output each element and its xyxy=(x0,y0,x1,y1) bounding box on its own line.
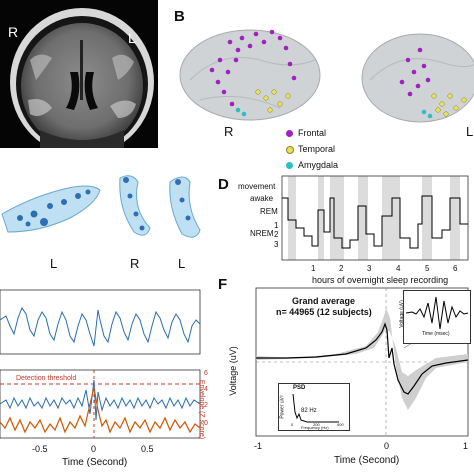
panel-e-x-tick-zero: 0 xyxy=(91,444,97,454)
panel-f-title-line2: n= 44965 (12 subjects) xyxy=(276,307,372,317)
envelope-right-axis-label: Envelope (Z score) xyxy=(198,379,206,440)
hypnogram-xlabel: hours of overnight sleep recording xyxy=(312,275,449,285)
inset-psd-peak-label: 82 Hz xyxy=(301,408,317,414)
panel-f-xlabel: Time (Second) xyxy=(334,455,400,466)
temporal-electrodes xyxy=(255,89,467,117)
panel-e-x-tick-minus-half: -0.5 xyxy=(32,444,48,454)
inset-psd-title: PSD xyxy=(293,385,306,391)
hypnogram-x-tick-2: 2 xyxy=(339,264,344,273)
detection-threshold-label: Detection threshold xyxy=(16,375,77,382)
panel-c-structures xyxy=(1,175,201,238)
stage-number-3: 3 xyxy=(274,240,279,249)
hypnogram-x-tick-5: 5 xyxy=(425,264,430,273)
panel-d-label: D xyxy=(218,176,229,193)
inset-psd-tick-400: 400 xyxy=(337,422,344,427)
panel-c-label-right: R xyxy=(130,256,140,271)
panel-c-label-left-2: L xyxy=(178,256,186,271)
panel-f-title-line1: Grand average xyxy=(292,296,356,306)
panel-c-label-left-1: L xyxy=(50,256,58,271)
legend-label-amygdala: Amygdala xyxy=(298,160,339,170)
panel-f-x-tick-1: 1 xyxy=(463,441,469,451)
inset-ripple-xlabel: Time (msec) xyxy=(422,331,450,337)
hypnogram-x-tick-6: 6 xyxy=(453,264,458,273)
inset-psd-ylabel: Power uV² xyxy=(279,395,286,419)
hypnogram-x-tick-3: 3 xyxy=(367,264,372,273)
stage-number-2: 2 xyxy=(274,230,279,239)
panel-b-label: B xyxy=(174,8,185,25)
hypnogram-x-tick-4: 4 xyxy=(396,264,401,273)
legend-label-temporal: Temporal xyxy=(298,144,336,154)
stage-label-rem: REM xyxy=(260,207,278,216)
panel-b-brains xyxy=(179,29,474,123)
inset-ripple-trace xyxy=(405,296,469,330)
panel-a-mri-image: R L xyxy=(0,0,158,148)
stage-number-1: 1 xyxy=(274,221,279,230)
legend-marker-frontal xyxy=(286,130,293,137)
envelope-tick-4: 4 xyxy=(204,386,208,393)
envelope-tick-6: 6 xyxy=(204,370,208,377)
legend-marker-amygdala xyxy=(286,162,293,169)
panel-b-right-brain-label: R xyxy=(224,124,234,139)
panel-f-x-tick-0: 0 xyxy=(384,441,390,451)
amygdala-electrodes xyxy=(235,107,433,119)
panel-e-xlabel: Time (Second) xyxy=(62,457,128,468)
inset-psd-xlabel: Frequency (Hz) xyxy=(301,425,329,430)
envelope-tick-2: 2 xyxy=(204,402,208,409)
panel-f-label: F xyxy=(218,276,228,293)
mri-label-right-hemisphere: R xyxy=(8,24,19,40)
panel-f-ylabel: Voltage (uV) xyxy=(227,346,238,396)
panel-f-x-tick-minus-1: -1 xyxy=(254,441,263,451)
inset-psd-curve xyxy=(292,393,339,423)
panel-e-raw-trace xyxy=(0,289,201,355)
inset-psd-tick-200: 200 xyxy=(313,422,320,427)
inset-ripple-ylabel: Voltage (uV) xyxy=(398,300,405,328)
legend-marker-temporal xyxy=(286,146,294,154)
panel-b-left-brain-label: L xyxy=(466,124,474,139)
hypnogram-x-tick-1: 1 xyxy=(311,264,316,273)
hypnogram-plot xyxy=(281,175,469,261)
envelope-tick-0: 0 xyxy=(204,420,208,427)
inset-ripple-waveform: Time (msec) Voltage (uV) xyxy=(399,290,471,344)
panel-e-envelope-plot xyxy=(0,369,201,439)
stage-label-movement: movement xyxy=(238,182,276,191)
inset-psd-tick-0: 0 xyxy=(291,422,294,427)
frontal-electrodes xyxy=(209,29,431,107)
inset-psd: PSD 82 Hz Power uV² 0 200 400 Frequency … xyxy=(278,383,350,431)
stage-label-awake: awake xyxy=(250,194,274,203)
stage-label-nrem: NREM xyxy=(250,229,274,238)
mri-label-left-hemisphere: L xyxy=(128,30,136,46)
legend-label-frontal: Frontal xyxy=(298,128,327,138)
mri-drawing xyxy=(10,8,154,148)
panel-e-x-tick-half: 0.5 xyxy=(141,444,154,454)
